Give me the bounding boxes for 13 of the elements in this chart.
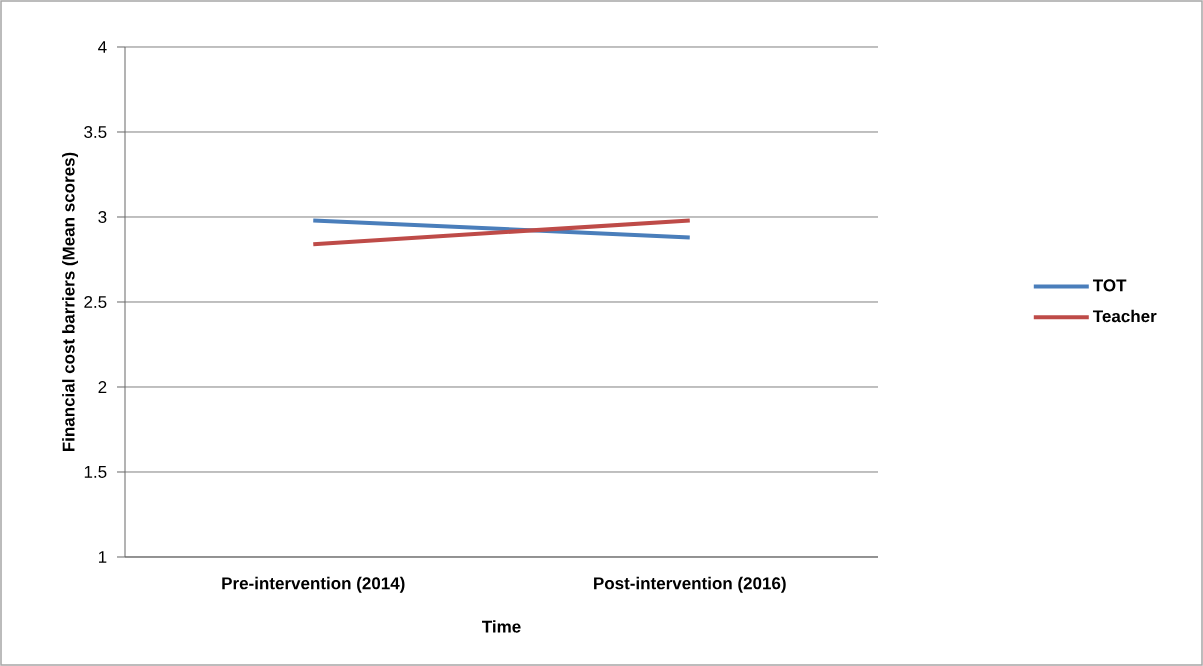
x-tick-label: Pre-intervention (2014) (222, 576, 405, 593)
legend-label: Teacher (1092, 309, 1157, 323)
y-tick-label: 3.5 (84, 125, 107, 139)
y-tick-label: 2.5 (84, 295, 107, 309)
y-tick-label: 1 (98, 551, 107, 563)
y-tick-label: 4 (98, 41, 107, 53)
y-tick-label: 3 (98, 210, 107, 224)
x-axis-title: Time (482, 620, 521, 633)
legend-label: TOT (1092, 279, 1127, 292)
x-tick-label: Post-intervention (2016) (594, 576, 786, 593)
y-axis-title: Financial cost barriers (Mean scores) (62, 152, 78, 452)
y-tick-label: 1.5 (84, 466, 107, 478)
y-tick-label: 2 (98, 381, 107, 393)
